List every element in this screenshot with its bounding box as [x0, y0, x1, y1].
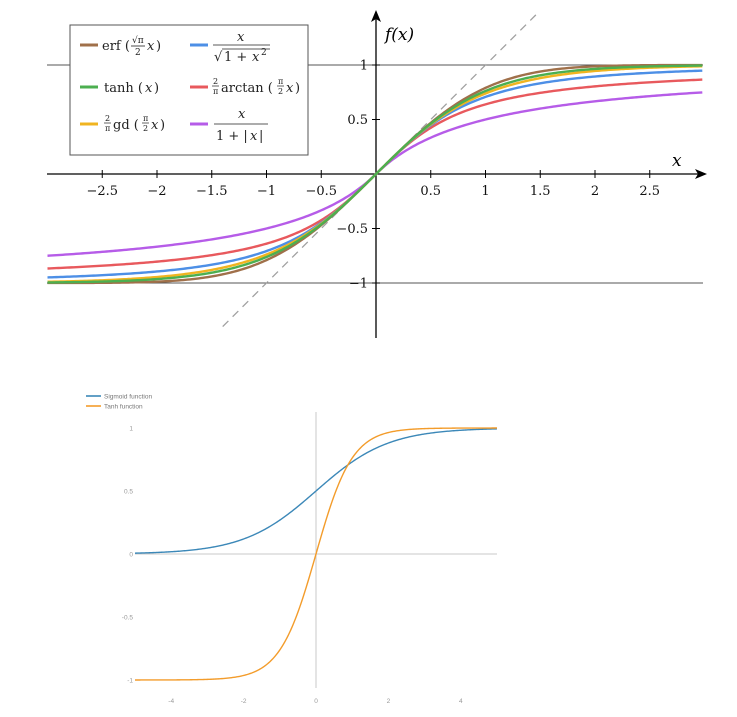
- x-tick-label: 2: [387, 698, 391, 705]
- x-axis-label: x: [672, 151, 682, 171]
- x-tick-label: −2: [147, 184, 166, 199]
- x-tick-label: −2.5: [86, 184, 118, 199]
- svg-text:2: 2: [105, 114, 110, 123]
- identity-dashed-line: [222, 14, 537, 328]
- svg-text:π: π: [278, 77, 283, 86]
- svg-text:gd (: gd (: [113, 118, 139, 133]
- x-tick-label: 2.5: [639, 184, 660, 199]
- x-tick-label: −0.5: [305, 184, 337, 199]
- y-tick-labels: 1 0.5 0 -0.5 -1: [122, 426, 134, 685]
- x-axis-arrow: [695, 169, 707, 179]
- svg-text:√: √: [214, 50, 223, 65]
- svg-text:2: 2: [213, 77, 218, 86]
- x-tick-label: −1: [257, 184, 276, 199]
- legend-entry-gd: 2 π gd ( π 2 x ): [80, 114, 165, 133]
- svg-text:2: 2: [135, 48, 141, 58]
- y-axis-arrow: [371, 10, 381, 22]
- svg-text:1 + |: 1 + |: [216, 129, 248, 144]
- legend-entry-softsign: x 1 + | x |: [190, 107, 268, 144]
- legend-entry-sigmoid: Sigmoid function: [86, 394, 152, 401]
- legend-entry-arctan: 2 π arctan ( π 2 x ): [190, 77, 300, 96]
- legend-entry-algebraic: x √ 1 + x 2: [190, 30, 270, 65]
- svg-text:x: x: [237, 30, 245, 45]
- svg-text:tanh (: tanh (: [104, 81, 143, 96]
- chart-top: −2.5 −2 −1.5 −1 −0.5 0.5 1 1.5 2 2.5 1 0.5 −0.5 −1 f…: [47, 10, 707, 338]
- svg-text:x: x: [151, 118, 159, 133]
- legend-label: tanh ( x ): [104, 81, 159, 96]
- svg-text:π: π: [143, 114, 148, 123]
- series-lines: [47, 63, 703, 285]
- y-tick-label: 1: [129, 426, 133, 433]
- svg-text:x: x: [252, 50, 260, 65]
- svg-text:1 +: 1 +: [224, 50, 247, 65]
- x-tick-label: 1.5: [530, 184, 551, 199]
- y-axis-label: f(x): [383, 25, 414, 45]
- svg-text:x: x: [147, 39, 155, 54]
- svg-text:): ): [154, 81, 159, 96]
- x-tick-labels: -4 -2 0 2 4: [168, 698, 463, 705]
- svg-text:√π: √π: [132, 35, 144, 46]
- x-tick-label: 0: [314, 698, 318, 705]
- svg-text:π: π: [213, 87, 218, 96]
- legend-label: Tanh function: [104, 404, 143, 411]
- legend: erf ( √π 2 x ) x √ 1 + x 2: [69, 24, 309, 156]
- x-tick-label: 4: [459, 698, 463, 705]
- legend-box: [69, 24, 309, 156]
- x-tick-label: −1.5: [196, 184, 228, 199]
- legend-entry-erf: erf ( √π 2 x ): [80, 35, 161, 58]
- svg-text:2: 2: [261, 48, 267, 58]
- y-tick-label: −1: [349, 277, 368, 292]
- svg-text:arctan (: arctan (: [221, 81, 273, 96]
- legend-label: x 1 + | x |: [214, 107, 268, 144]
- series-line-tanh: [47, 64, 703, 284]
- legend-label: 2 π arctan ( π 2 x ): [212, 77, 300, 96]
- legend-label: x √ 1 + x 2: [213, 30, 270, 65]
- y-tick-label: -0.5: [122, 615, 134, 622]
- svg-text:erf (: erf (: [102, 39, 130, 54]
- legend-entry-tanh: tanh ( x ): [80, 81, 159, 96]
- legend-label: erf ( √π 2 x ): [102, 35, 161, 58]
- svg-text:): ): [156, 39, 161, 54]
- axes: [47, 10, 707, 338]
- svg-text:): ): [160, 118, 165, 133]
- y-tick-label: -1: [127, 678, 133, 685]
- svg-text:x: x: [286, 81, 294, 96]
- x-tick-labels: −2.5 −2 −1.5 −1 −0.5 0.5 1 1.5 2 2.5: [86, 170, 660, 199]
- y-tick-label: 0.5: [124, 489, 133, 496]
- y-tick-label: 0.5: [347, 113, 368, 128]
- y-tick-label: 0: [129, 552, 133, 559]
- y-tick-label: 1: [360, 59, 368, 74]
- legend: Sigmoid function Tanh function: [86, 394, 152, 411]
- x-tick-label: 0.5: [420, 184, 441, 199]
- svg-text:2: 2: [278, 87, 283, 96]
- x-tick-label: -2: [241, 698, 247, 705]
- legend-entry-tanh: Tanh function: [86, 404, 143, 411]
- svg-text:π: π: [105, 124, 110, 133]
- svg-text:x: x: [145, 81, 153, 96]
- x-tick-label: -4: [168, 698, 174, 705]
- series-line-tanh: [135, 427, 497, 681]
- legend-label: Sigmoid function: [104, 394, 152, 401]
- svg-text:|: |: [259, 129, 263, 144]
- x-tick-label: 2: [591, 184, 599, 199]
- svg-text:): ): [295, 81, 300, 96]
- y-tick-label: −0.5: [336, 222, 368, 237]
- svg-text:2: 2: [143, 124, 148, 133]
- y-tick-labels: 1 0.5 −0.5 −1: [336, 59, 380, 292]
- series-lines: [134, 427, 498, 681]
- x-tick-label: 1: [481, 184, 489, 199]
- legend-label: 2 π gd ( π 2 x ): [104, 114, 165, 133]
- series-line-sigmoid: [134, 428, 498, 554]
- chart-bottom: -4 -2 0 2 4 1 0.5 0 -0.5 -1 Sigmoid function Tan…: [86, 394, 498, 705]
- svg-text:x: x: [238, 107, 246, 122]
- svg-text:x: x: [250, 129, 258, 144]
